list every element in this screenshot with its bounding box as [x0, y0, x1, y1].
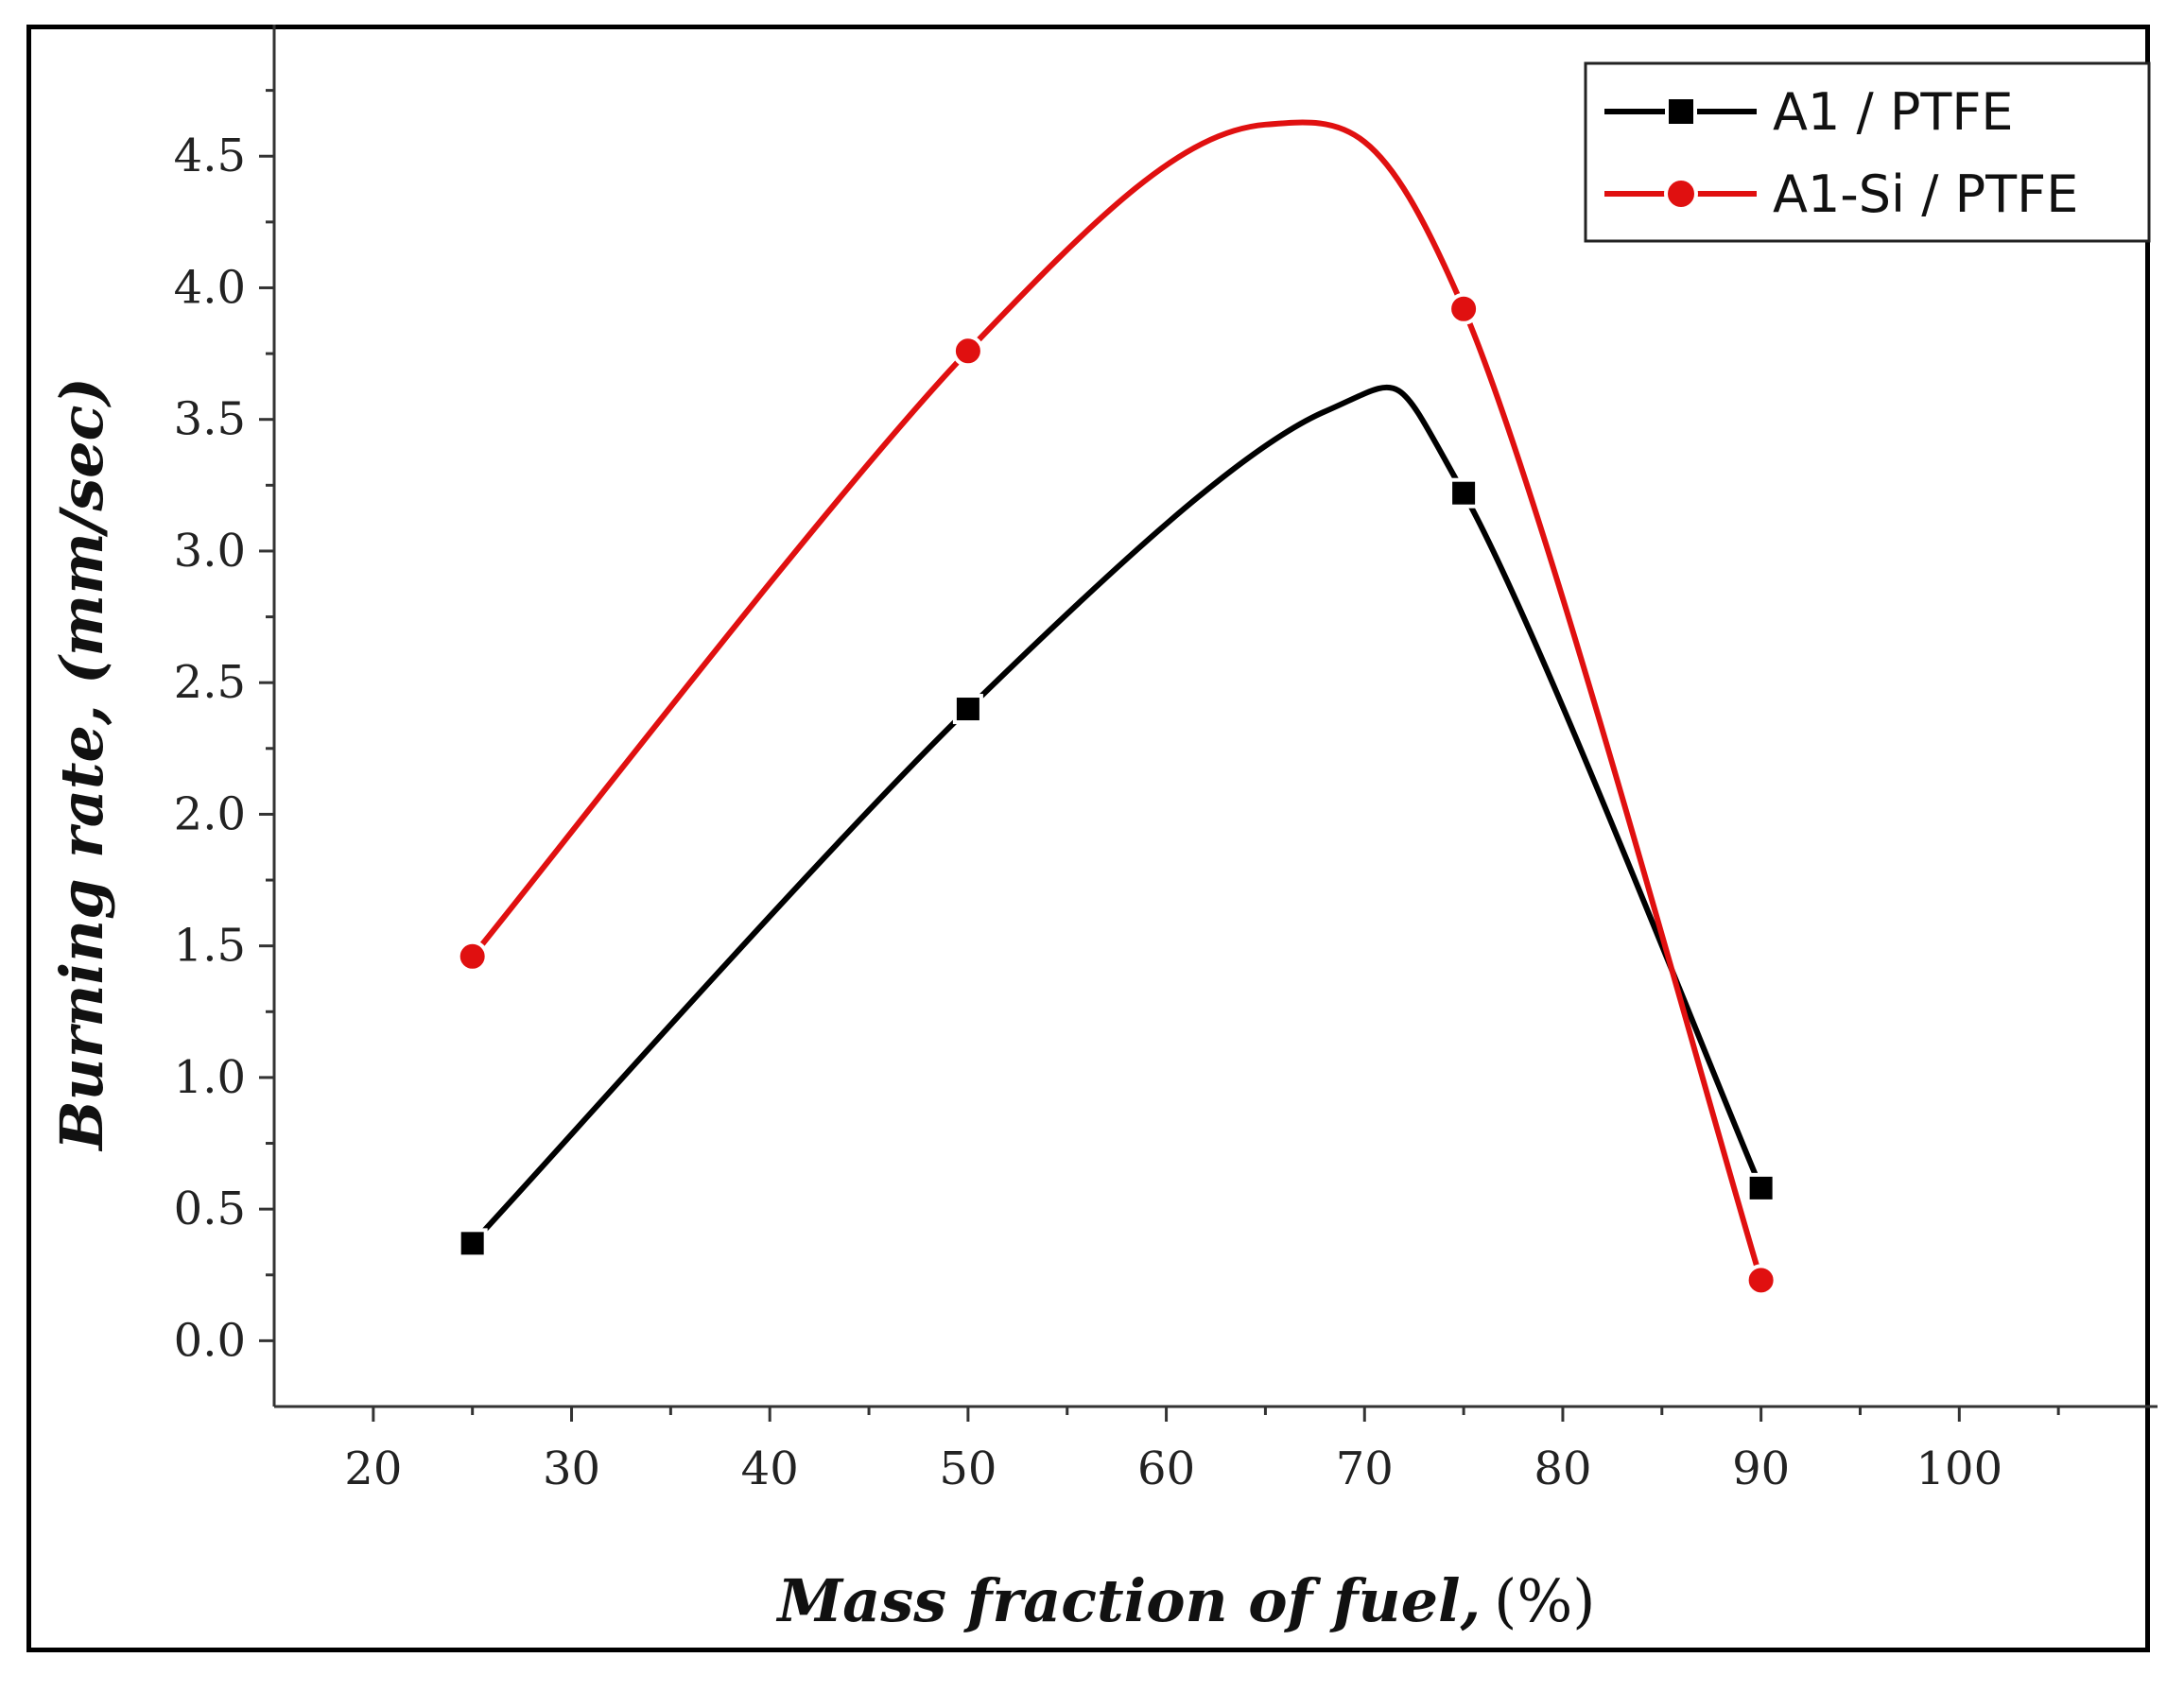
x-tick-label: 50	[939, 1442, 997, 1495]
x-tick-label: 60	[1137, 1442, 1195, 1495]
legend-label-1: A1-Si / PTFE	[1773, 164, 2078, 224]
data-point	[1745, 1172, 1777, 1203]
x-axis-unit: (%)	[1494, 1566, 1595, 1635]
y-tick-label: 2.0	[174, 787, 246, 840]
legend-marker-0	[1665, 95, 1697, 128]
legend-marker-1	[1664, 177, 1698, 211]
x-axis-title: Mass fraction of fuel, (%)	[776, 1566, 1596, 1635]
legend: A1 / PTFE A1-Si / PTFE	[1584, 61, 2151, 243]
data-point	[1447, 292, 1481, 325]
data-point	[456, 940, 489, 973]
x-tick-label: 20	[344, 1442, 402, 1495]
x-tick-label: 40	[741, 1442, 799, 1495]
y-tick-label: 4.0	[174, 261, 246, 314]
series-curve-1	[470, 119, 1764, 1282]
series-markers	[456, 292, 1777, 1297]
legend-box	[1584, 61, 2151, 243]
axes: 0.0 0.5 1.0 1.5 2.0 2.5 3.0 3.5 4.0 4.5 20 30 40 50 60…	[174, 25, 2158, 1495]
y-tick-label: 1.5	[174, 920, 246, 973]
data-point	[1448, 477, 1480, 509]
series-curve-0	[470, 384, 1764, 1246]
x-tick-label: 100	[1916, 1442, 2003, 1495]
x-tick-label: 30	[543, 1442, 600, 1495]
series-curves	[470, 119, 1764, 1282]
y-tick-label: 0.0	[174, 1314, 246, 1367]
legend-label-0: A1 / PTFE	[1773, 82, 2014, 142]
data-point	[1744, 1264, 1777, 1297]
y-tick-label: 1.0	[174, 1051, 246, 1104]
y-tick-label: 2.5	[174, 656, 246, 709]
x-tick-label: 80	[1534, 1442, 1591, 1495]
y-axis-title: Burning rate, (mm/sec)	[47, 377, 116, 1152]
y-tick-label: 3.0	[174, 525, 246, 578]
x-axis-title-text: Mass fraction of fuel,	[776, 1566, 1482, 1635]
figure-frame	[26, 25, 2150, 1652]
data-point	[457, 1228, 488, 1259]
data-point	[952, 694, 983, 725]
data-point	[951, 335, 984, 368]
x-tick-label: 90	[1732, 1442, 1790, 1495]
y-tick-label: 3.5	[174, 393, 246, 446]
y-tick-label: 0.5	[174, 1183, 246, 1235]
x-tick-label: 70	[1336, 1442, 1394, 1495]
y-tick-label: 4.5	[174, 129, 246, 182]
